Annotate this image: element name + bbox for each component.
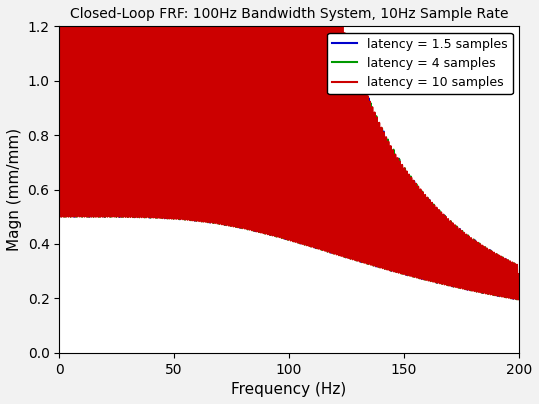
latency = 1.5 samples <box>510 296 516 301</box>
latency = 10 samples <box>516 272 522 277</box>
Y-axis label: Magn (mm/mm): Magn (mm/mm) <box>7 128 22 251</box>
latency = 4 samples <box>140 14 146 19</box>
X-axis label: Frequency (Hz): Frequency (Hz) <box>231 382 347 397</box>
latency = 10 samples <box>355 128 362 133</box>
latency = 4 samples <box>232 184 238 189</box>
latency = 4 samples <box>516 272 522 277</box>
Title: Closed-Loop FRF: 100Hz Bandwidth System, 10Hz Sample Rate: Closed-Loop FRF: 100Hz Bandwidth System,… <box>70 7 508 21</box>
latency = 1.5 samples <box>434 280 440 285</box>
latency = 1.5 samples <box>355 244 362 249</box>
latency = 1.5 samples <box>516 272 522 277</box>
Line: latency = 10 samples: latency = 10 samples <box>59 0 519 299</box>
Legend: latency = 1.5 samples, latency = 4 samples, latency = 10 samples: latency = 1.5 samples, latency = 4 sampl… <box>327 33 513 94</box>
latency = 10 samples <box>434 271 440 276</box>
latency = 10 samples <box>232 70 238 75</box>
latency = 4 samples <box>332 201 338 206</box>
latency = 1.5 samples <box>399 241 405 246</box>
latency = 10 samples <box>332 206 338 210</box>
latency = 4 samples <box>355 180 362 185</box>
latency = 1.5 samples <box>56 214 63 219</box>
latency = 4 samples <box>514 297 520 302</box>
Line: latency = 1.5 samples: latency = 1.5 samples <box>59 0 519 299</box>
latency = 10 samples <box>399 196 405 200</box>
Line: latency = 4 samples: latency = 4 samples <box>59 0 519 299</box>
latency = 10 samples <box>515 297 521 302</box>
latency = 4 samples <box>399 271 405 276</box>
latency = 10 samples <box>56 214 63 219</box>
latency = 1.5 samples <box>332 199 338 204</box>
latency = 4 samples <box>56 214 63 219</box>
latency = 1.5 samples <box>232 91 238 96</box>
latency = 4 samples <box>434 275 440 280</box>
